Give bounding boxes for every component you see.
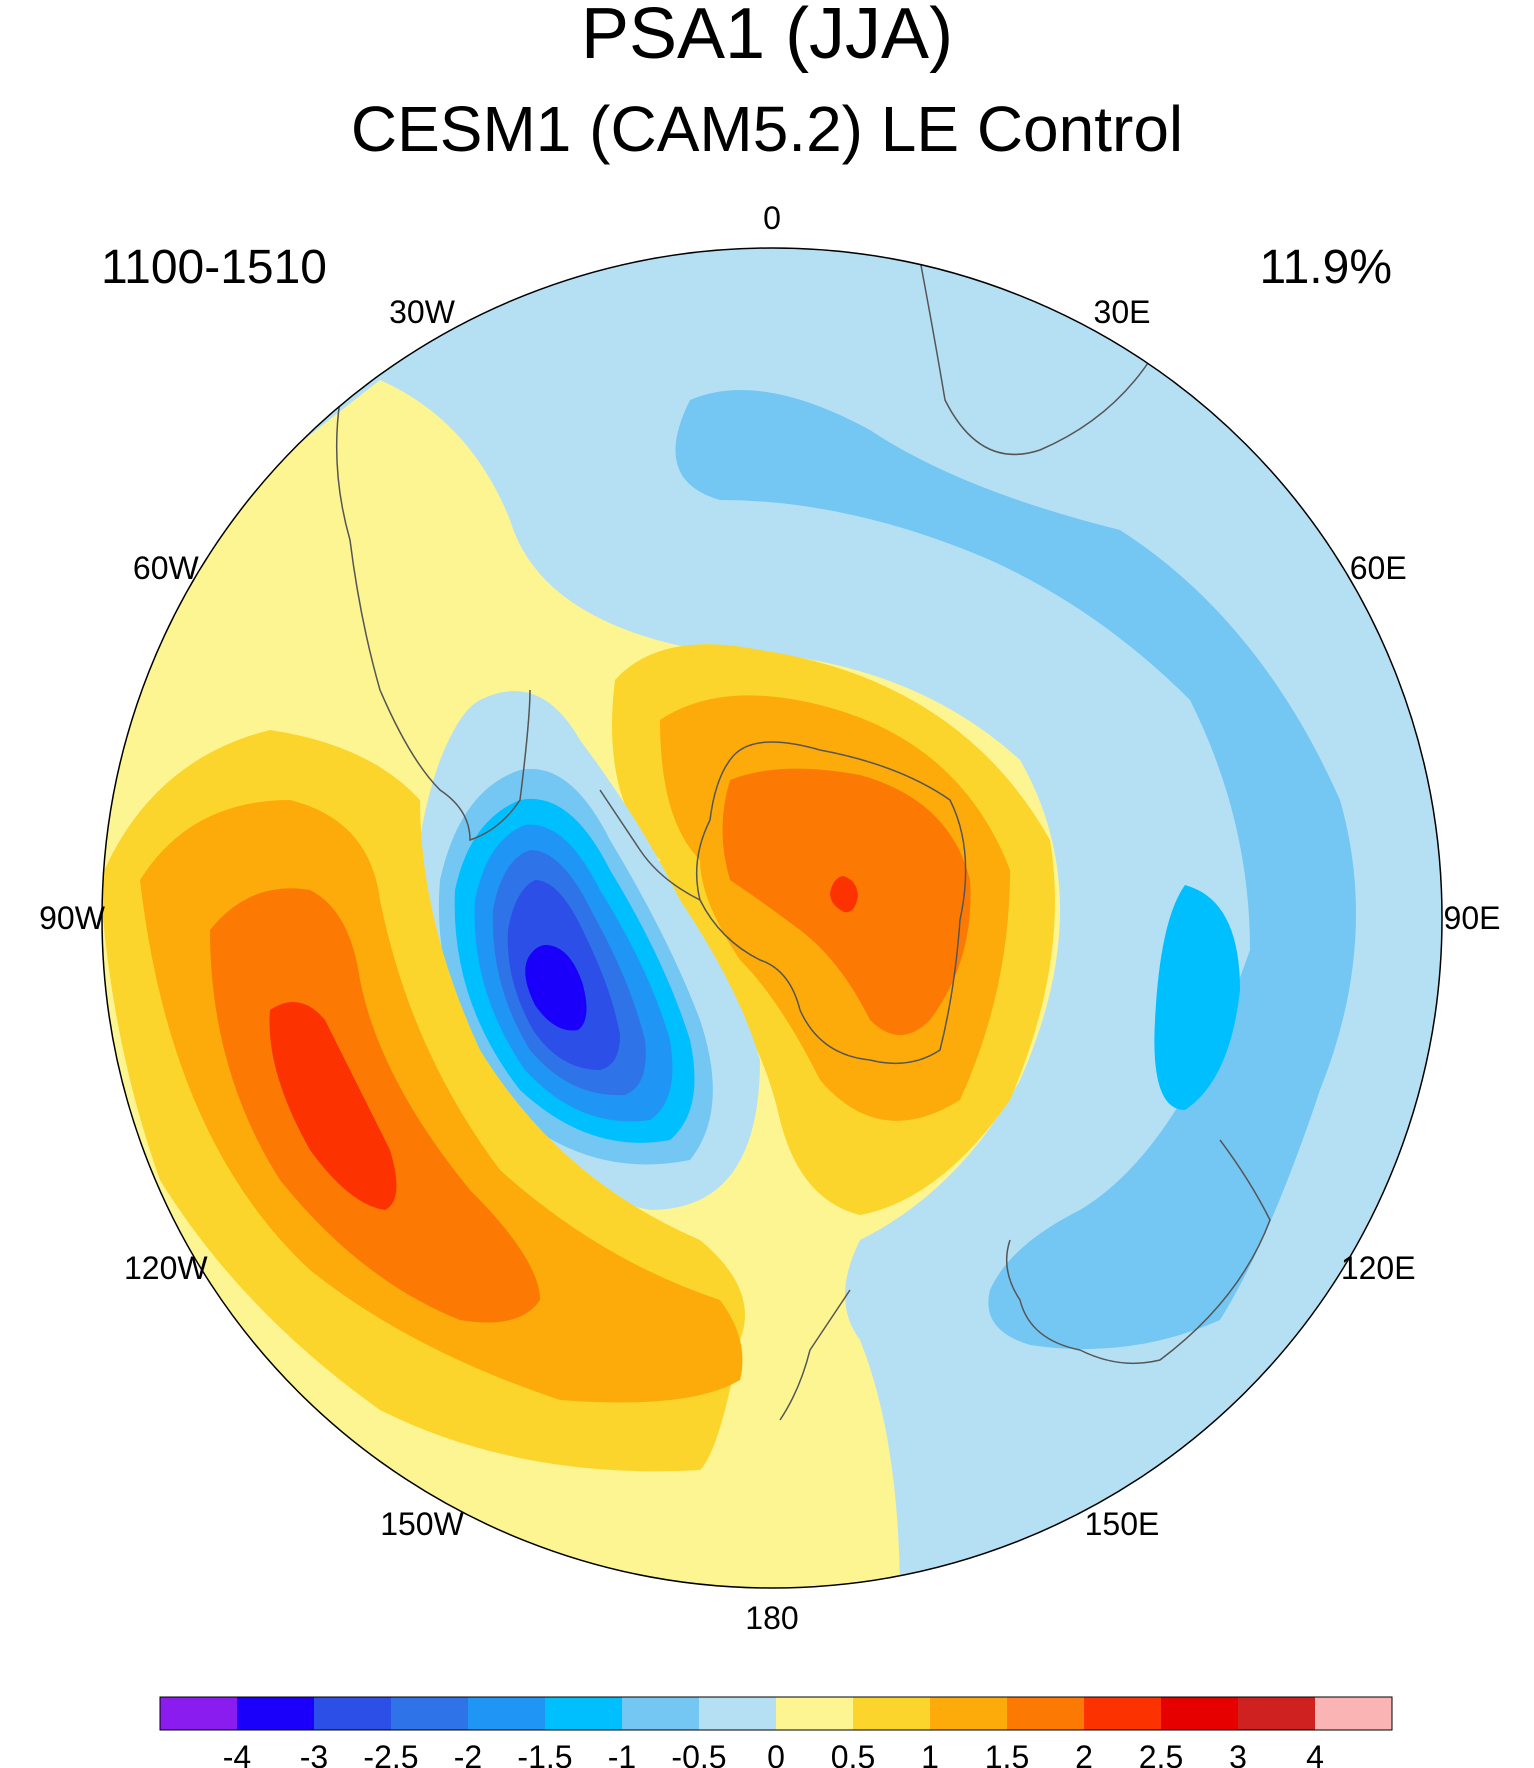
- colorbar-label: -3: [300, 1739, 328, 1768]
- lon-label-30e: 30E: [1094, 294, 1151, 330]
- lon-label-30w: 30W: [389, 294, 456, 330]
- chart-subtitle: CESM1 (CAM5.2) LE Control: [350, 93, 1184, 165]
- lon-label-90w: 90W: [39, 900, 106, 936]
- map-field: [102, 248, 1442, 1588]
- colorbar-swatch-5: [545, 1697, 622, 1730]
- lon-label-180: 180: [745, 1600, 798, 1636]
- contour-pos-1-5-west: [210, 888, 540, 1323]
- colorbar-swatch-14: [1238, 1697, 1315, 1730]
- longitude-labels: 0 30E 60E 90E 120E 150E 180 150W 120W 90W 60W 30W: [39, 200, 1500, 1636]
- colorbar-border: [159, 1696, 1393, 1731]
- colorbar-label: -2: [454, 1739, 482, 1768]
- lon-label-120w: 120W: [124, 1250, 208, 1286]
- contour-neg-1-east: [1154, 885, 1240, 1110]
- coast-australia: [1005, 1139, 1271, 1365]
- contour-pos-2-west: [269, 1002, 397, 1210]
- lon-label-60w: 60W: [133, 550, 200, 586]
- colorbar-swatch-0: [160, 1697, 237, 1730]
- colorbar-swatch-13: [1161, 1697, 1238, 1730]
- coast-africa: [919, 259, 1151, 456]
- colorbar-label: 0: [767, 1739, 785, 1768]
- colorbar-swatch-10: [930, 1697, 1007, 1730]
- lon-label-150w: 150W: [380, 1506, 464, 1542]
- colorbar: -4 -3 -2.5 -2 -1.5 -1 -0.5 0 0.5 1 1.5 2 2.5 3 4: [159, 1696, 1393, 1768]
- colorbar-swatch-9: [853, 1697, 930, 1730]
- colorbar-label: -4: [223, 1739, 251, 1768]
- period-label: 1100-1510: [101, 241, 327, 294]
- colorbar-label: -1: [608, 1739, 636, 1768]
- coastlines: [335, 259, 1271, 1421]
- colorbar-swatch-15: [1315, 1697, 1392, 1730]
- colorbar-label: -0.5: [671, 1739, 726, 1768]
- colorbar-swatch-4: [468, 1697, 545, 1730]
- colorbar-label: 1: [921, 1739, 939, 1768]
- colorbar-label: -1.5: [517, 1739, 572, 1768]
- lon-label-0: 0: [763, 200, 781, 236]
- coast-antarctica: [695, 741, 967, 1065]
- colorbar-label: 4: [1306, 1739, 1324, 1768]
- chart-title: PSA1 (JJA): [580, 0, 954, 74]
- colorbar-label: 2: [1075, 1739, 1093, 1768]
- lon-label-60e: 60E: [1350, 550, 1407, 586]
- colorbar-swatch-6: [622, 1697, 699, 1730]
- colorbar-swatch-8: [776, 1697, 853, 1730]
- colorbar-label: 1.5: [985, 1739, 1029, 1768]
- colorbar-swatch-12: [1084, 1697, 1161, 1730]
- colorbar-label: 3: [1229, 1739, 1247, 1768]
- colorbar-swatch-11: [1007, 1697, 1084, 1730]
- map-border: [101, 247, 1443, 1589]
- contour-neg-3: [525, 945, 587, 1031]
- colorbar-label: 0.5: [831, 1739, 875, 1768]
- colorbar-swatch-7: [699, 1697, 776, 1730]
- lon-label-120e: 120E: [1341, 1250, 1416, 1286]
- coast-new-zealand: [779, 1289, 851, 1421]
- colorbar-swatch-2: [314, 1697, 391, 1730]
- colorbar-swatch-3: [391, 1697, 468, 1730]
- colorbar-label: 2.5: [1139, 1739, 1183, 1768]
- lon-label-90e: 90E: [1444, 900, 1501, 936]
- colorbar-swatch-1: [237, 1697, 314, 1730]
- colorbar-label: -2.5: [363, 1739, 418, 1768]
- variance-label: 11.9%: [1259, 241, 1392, 294]
- lon-label-150e: 150E: [1085, 1506, 1160, 1542]
- coast-south-america: [335, 399, 531, 842]
- contour-pos-2-east: [830, 876, 858, 913]
- coast-antarctic-peninsula: [599, 789, 701, 901]
